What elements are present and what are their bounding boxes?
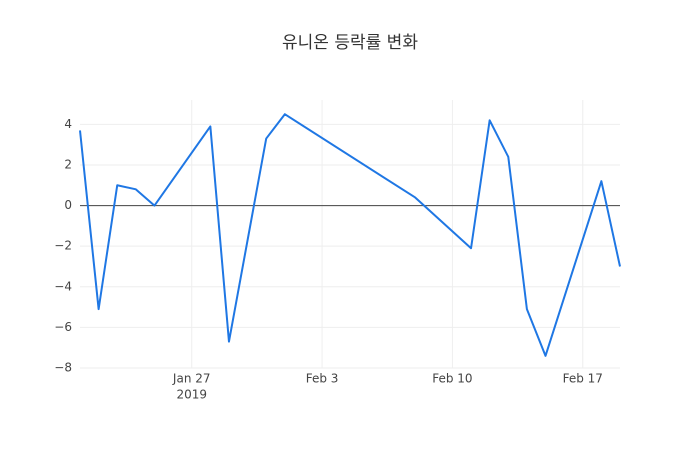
y-tick-label: 4 (64, 117, 72, 131)
x-tick-label: Jan 27 (172, 372, 211, 386)
y-tick-label: −6 (54, 320, 72, 334)
x-tick-label: Feb 10 (432, 372, 472, 386)
chart-title: 유니온 등락률 변화 (282, 33, 418, 53)
y-tick-label: −8 (54, 361, 72, 375)
y-tick-label: −4 (54, 279, 72, 293)
y-tick-label: −2 (54, 239, 72, 253)
x-tick-label: Feb 17 (563, 372, 603, 386)
y-tick-label: 2 (64, 157, 72, 171)
x-tick-label: Feb 3 (306, 372, 339, 386)
x-tick-year: 2019 (176, 388, 207, 402)
line-series (79, 113, 621, 357)
y-tick-label: 0 (64, 198, 72, 212)
